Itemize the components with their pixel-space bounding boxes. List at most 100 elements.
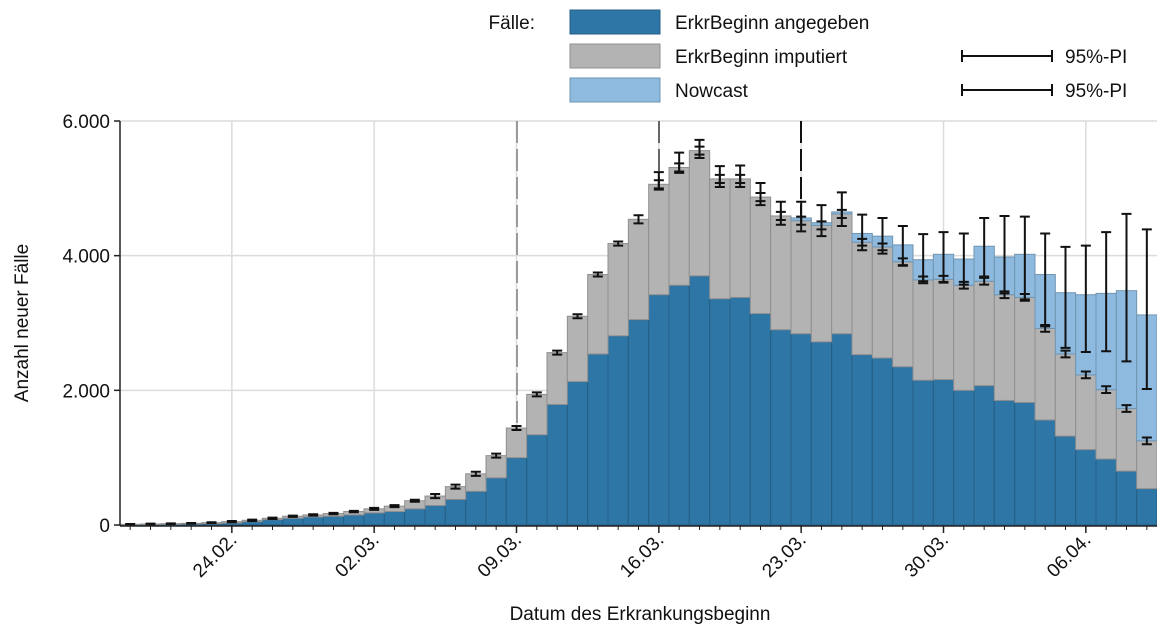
error-bar bbox=[531, 391, 542, 398]
bar-segment bbox=[810, 224, 833, 343]
error-bar-line bbox=[287, 514, 298, 518]
error-bar-line bbox=[206, 521, 217, 524]
bar-segment bbox=[932, 379, 955, 526]
error-bar bbox=[145, 522, 156, 526]
y-tick-label: 4.000 bbox=[62, 247, 110, 268]
error-bar bbox=[613, 240, 624, 247]
bar-segment bbox=[871, 357, 894, 526]
bar-segment bbox=[424, 504, 446, 526]
error-bar bbox=[857, 213, 868, 252]
error-bar-line bbox=[369, 506, 380, 511]
error-bar bbox=[328, 511, 339, 516]
error-bar-line bbox=[328, 511, 339, 516]
error-bar-line bbox=[430, 493, 441, 500]
error-bar-line bbox=[633, 214, 644, 225]
error-bar bbox=[1141, 436, 1152, 446]
error-bar bbox=[775, 200, 786, 226]
bar-segment bbox=[932, 278, 955, 381]
legend-label: 95%-PI bbox=[1065, 47, 1127, 68]
bar-segment bbox=[485, 477, 507, 526]
error-bar bbox=[979, 216, 990, 278]
bar-segment bbox=[465, 490, 487, 526]
error-bar bbox=[694, 138, 705, 160]
bar-segment bbox=[1075, 449, 1097, 526]
error-bar bbox=[1060, 245, 1071, 349]
error-bar bbox=[1101, 385, 1112, 395]
legend-label: ErkrBeginn imputiert bbox=[675, 47, 848, 68]
bar-segment bbox=[546, 403, 568, 526]
bar-segment bbox=[1095, 458, 1117, 526]
error-bar-line bbox=[531, 391, 542, 398]
bar-segment bbox=[993, 399, 1016, 526]
error-bar-line bbox=[389, 504, 400, 509]
error-bar bbox=[1019, 215, 1030, 301]
error-bar bbox=[226, 519, 237, 524]
error-bar-line bbox=[1141, 228, 1152, 390]
legend-swatch bbox=[569, 77, 661, 103]
error-bar-line bbox=[714, 165, 725, 188]
error-bar bbox=[897, 225, 908, 267]
bar-segment bbox=[587, 274, 609, 355]
bar-segment bbox=[1115, 470, 1138, 526]
bar-segment bbox=[505, 457, 528, 526]
x-tick-label: 24.02. bbox=[189, 530, 241, 582]
error-bar-line bbox=[979, 276, 990, 286]
bar-segment bbox=[790, 220, 812, 335]
bar-segment bbox=[526, 434, 548, 526]
error-bar bbox=[877, 216, 888, 255]
error-bar-line bbox=[1040, 232, 1051, 328]
bar-segment bbox=[709, 178, 731, 300]
bar-segment bbox=[973, 280, 995, 387]
x-tick-label: 30.03. bbox=[901, 530, 953, 582]
bar-segment bbox=[1014, 401, 1036, 526]
bar-segment bbox=[1136, 488, 1157, 526]
error-bar-line bbox=[491, 452, 502, 459]
bar-segment bbox=[1054, 435, 1077, 526]
error-bar bbox=[958, 232, 969, 286]
bar-segment bbox=[1115, 408, 1138, 472]
error-bar bbox=[816, 204, 827, 238]
bar-segment bbox=[892, 366, 914, 526]
error-bar-line bbox=[511, 425, 522, 432]
error-bar-line bbox=[897, 225, 908, 267]
error-bar bbox=[796, 200, 807, 233]
x-axis-label: Datum des Erkrankungsbeginn bbox=[510, 604, 771, 625]
legend-error-bar bbox=[961, 84, 1053, 96]
legend: ErkrBeginn angegeben ErkrBeginn imputiert… bbox=[569, 9, 1127, 103]
bar-segment bbox=[261, 519, 284, 526]
error-bar bbox=[1080, 370, 1091, 380]
error-bar bbox=[674, 151, 685, 174]
bar-segment bbox=[871, 246, 894, 359]
error-bar-line bbox=[125, 522, 136, 526]
y-axis-label: Anzahl neuer Fälle bbox=[12, 244, 33, 402]
error-bar-line bbox=[572, 313, 583, 320]
error-bar bbox=[511, 425, 522, 432]
bar-segment bbox=[912, 379, 934, 526]
bar-segment bbox=[790, 333, 812, 526]
error-bar-line bbox=[877, 216, 888, 255]
error-bar-line bbox=[1060, 349, 1071, 359]
error-bar-line bbox=[1060, 245, 1071, 349]
bar-segment bbox=[729, 178, 751, 298]
error-bar-line bbox=[409, 498, 420, 503]
bar-segment bbox=[1095, 389, 1117, 460]
legend-swatch bbox=[569, 43, 661, 69]
bar-segment bbox=[404, 508, 426, 526]
error-bar bbox=[308, 513, 319, 517]
error-bar bbox=[714, 165, 725, 188]
y-tick-label: 6.000 bbox=[62, 112, 110, 133]
error-bar-line bbox=[694, 138, 705, 160]
error-bar bbox=[755, 181, 766, 207]
legend-label: 95%-PI bbox=[1065, 81, 1127, 102]
legend-label: Nowcast bbox=[675, 81, 749, 102]
error-bar-line bbox=[735, 164, 746, 188]
error-bar-line bbox=[918, 233, 929, 283]
error-bar bbox=[389, 504, 400, 509]
bar-segment bbox=[831, 213, 853, 335]
bar-segment bbox=[688, 275, 711, 526]
bar-segment bbox=[648, 183, 670, 296]
error-bar-line bbox=[613, 240, 624, 247]
y-tick-label: 2.000 bbox=[62, 381, 110, 402]
bar-segment bbox=[770, 329, 792, 526]
